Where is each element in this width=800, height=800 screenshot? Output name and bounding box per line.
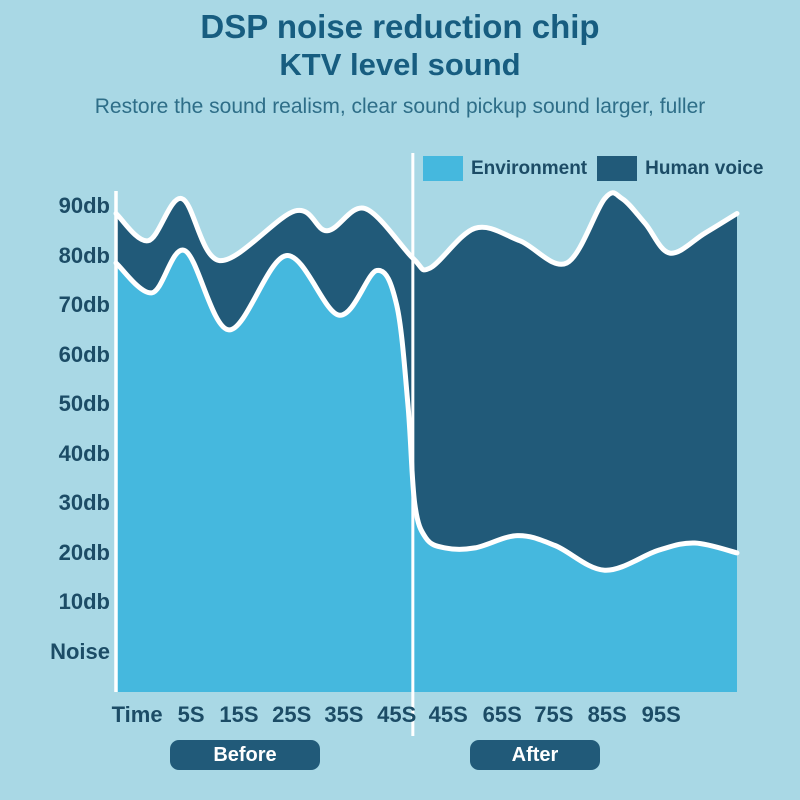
environment-area bbox=[116, 250, 737, 693]
x-tick-label: 25S bbox=[272, 702, 312, 727]
y-tick-label: 10db bbox=[58, 589, 110, 615]
legend-label: Human voice bbox=[645, 157, 764, 179]
x-tick-label: 85S bbox=[587, 702, 627, 727]
page-subtitle: KTV level sound bbox=[279, 47, 521, 82]
chart-legend: Environment Human voice bbox=[423, 155, 773, 182]
after-button[interactable]: After bbox=[470, 740, 600, 770]
y-tick-label: 50db bbox=[58, 391, 110, 417]
before-button[interactable]: Before bbox=[170, 740, 320, 770]
y-tick-label: 80db bbox=[58, 242, 110, 268]
environment-curve bbox=[113, 247, 740, 573]
y-tick-label: 40db bbox=[58, 440, 110, 466]
y-tick-label: 90db bbox=[58, 193, 110, 219]
y-tick-label: 30db bbox=[58, 490, 110, 516]
x-tick-label: 75S bbox=[534, 702, 574, 727]
legend-label: Environment bbox=[471, 157, 588, 179]
environment-legend-swatch bbox=[423, 156, 463, 181]
y-tick-label: 60db bbox=[58, 341, 110, 367]
y-tick-label: Noise bbox=[50, 639, 110, 664]
human-voice-curve bbox=[113, 190, 740, 273]
x-tick-label: 35S bbox=[324, 702, 364, 727]
tagline: Restore the sound realism, clear sound p… bbox=[94, 95, 706, 118]
page-title: DSP noise reduction chip bbox=[200, 8, 600, 45]
x-tick-label: Time bbox=[111, 702, 163, 727]
x-tick-label: 45S bbox=[377, 702, 417, 727]
x-tick-label: 65S bbox=[482, 702, 522, 727]
y-tick-label: 20db bbox=[58, 539, 110, 565]
x-tick-label: 5S bbox=[177, 702, 205, 727]
human-voice-legend-swatch bbox=[597, 156, 638, 181]
x-tick-label: 45S bbox=[428, 702, 468, 727]
y-tick-label: 70db bbox=[58, 292, 110, 318]
x-tick-label: 15S bbox=[219, 702, 259, 727]
x-tick-label: 95S bbox=[641, 702, 681, 727]
